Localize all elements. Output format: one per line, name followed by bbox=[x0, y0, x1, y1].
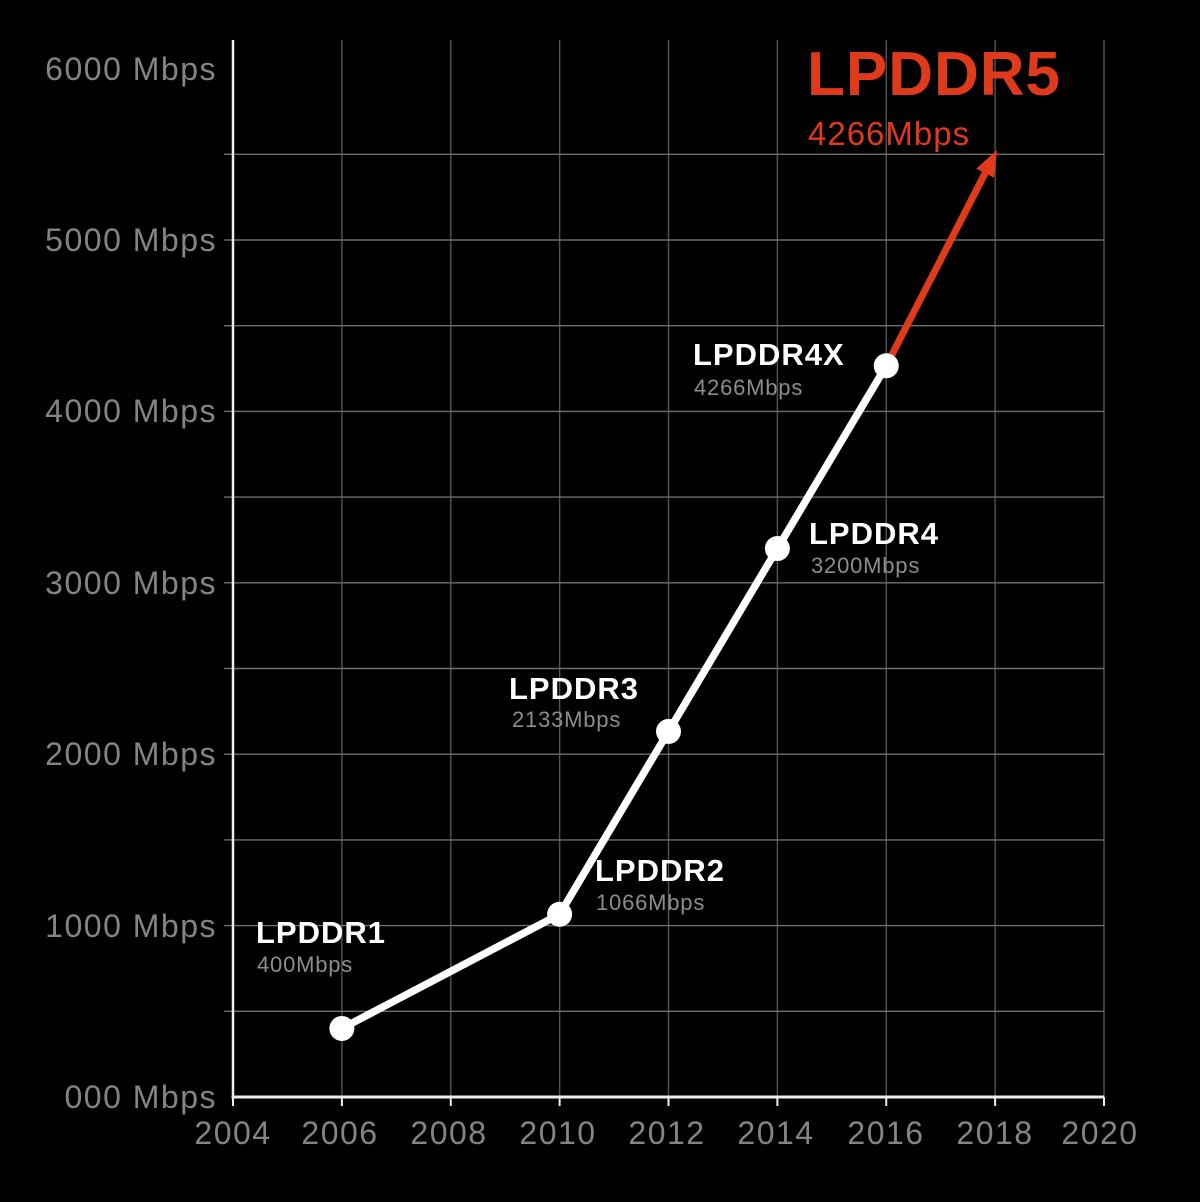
point-value-lpddr2: 1066Mbps bbox=[596, 890, 706, 915]
point-label-lpddr4: LPDDR4 bbox=[809, 516, 940, 551]
x-tick-label: 2010 bbox=[519, 1115, 597, 1151]
annotation-value-lpddr5: 4266Mbps bbox=[808, 115, 971, 152]
y-tick-label: 4000 Mbps bbox=[45, 393, 217, 429]
data-point bbox=[656, 718, 681, 744]
x-tick-label: 2014 bbox=[737, 1115, 815, 1151]
y-tick-label: 6000 Mbps bbox=[45, 51, 217, 87]
point-label-lpddr3: LPDDR3 bbox=[509, 671, 640, 706]
point-value-lpddr4: 3200Mbps bbox=[811, 553, 921, 578]
trend-arrow-head bbox=[976, 150, 997, 178]
point-label-lpddr2: LPDDR2 bbox=[595, 853, 726, 888]
point-label-lpddr4x: LPDDR4X bbox=[693, 337, 845, 372]
y-tick-label: 5000 Mbps bbox=[45, 222, 217, 258]
x-tick-label: 2016 bbox=[847, 1115, 925, 1151]
point-value-lpddr4x: 4266Mbps bbox=[694, 375, 804, 400]
data-point bbox=[873, 353, 899, 379]
trend-arrow-line bbox=[883, 171, 989, 368]
data-point bbox=[764, 536, 790, 562]
x-tick-label: 2008 bbox=[410, 1115, 488, 1151]
x-tick-label: 2004 bbox=[194, 1115, 272, 1151]
point-label-lpddr1: LPDDR1 bbox=[256, 915, 387, 950]
point-value-lpddr1: 400Mbps bbox=[257, 952, 354, 977]
data-point bbox=[329, 1015, 355, 1041]
y-tick-label: 000 Mbps bbox=[64, 1079, 217, 1115]
data-point bbox=[547, 901, 573, 927]
x-tick-label: 2006 bbox=[301, 1115, 379, 1151]
y-tick-label: 1000 Mbps bbox=[45, 908, 217, 944]
y-tick-label: 2000 Mbps bbox=[45, 736, 217, 772]
x-tick-label: 2018 bbox=[956, 1115, 1034, 1151]
point-value-lpddr3: 2133Mbps bbox=[512, 707, 622, 732]
y-tick-label: 3000 Mbps bbox=[45, 565, 217, 601]
annotation-label-lpddr5: LPDDR5 bbox=[807, 40, 1062, 109]
x-tick-label: 2012 bbox=[628, 1115, 706, 1151]
x-tick-label: 2020 bbox=[1061, 1115, 1139, 1151]
